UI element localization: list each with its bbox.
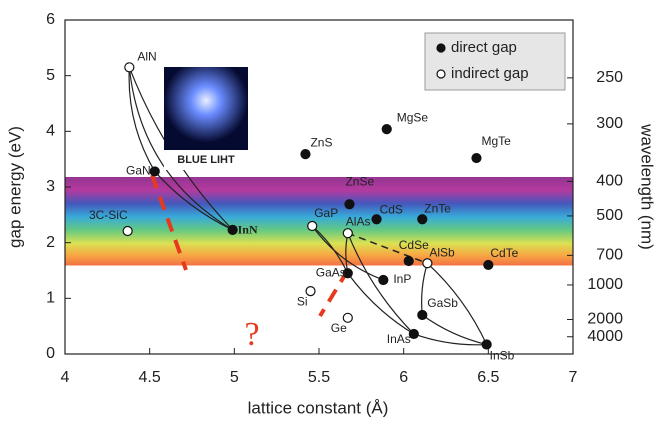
data-point	[381, 124, 392, 135]
legend-marker	[436, 69, 446, 79]
point-label: AlN	[137, 49, 156, 63]
data-point	[124, 62, 135, 73]
alloy-curve	[154, 171, 233, 231]
image-caption: BLUE LIHT	[177, 154, 235, 166]
point-label: CdS	[380, 202, 403, 216]
data-point	[305, 285, 316, 297]
alloy-curve	[347, 272, 415, 335]
point-label: CdSe	[399, 238, 429, 252]
red-guide	[150, 174, 188, 271]
legend-box	[424, 32, 566, 91]
legend-marker	[436, 43, 446, 53]
x-tick-label: 6.5	[477, 369, 499, 386]
data-point	[342, 228, 353, 239]
x-tick-label: 5.5	[308, 369, 330, 386]
point-label: 3C-SiC	[89, 208, 128, 222]
data-point	[422, 258, 433, 269]
alloy-curve	[413, 333, 487, 346]
alloy-curve	[128, 67, 233, 231]
data-point	[300, 149, 311, 160]
data-point	[408, 328, 419, 340]
x-tick-label: 4	[61, 369, 70, 386]
y2-tick-label: 250	[596, 69, 623, 86]
point-label: GaN	[126, 164, 151, 178]
data-point	[378, 274, 389, 286]
data-point	[483, 259, 494, 271]
point-label: ZnS	[310, 135, 332, 149]
point-label: GaP	[314, 206, 338, 220]
data-point	[403, 255, 414, 267]
y2-tick-label: 500	[596, 207, 623, 224]
x-tick-label: 6	[399, 369, 408, 386]
point-label: InSb	[490, 349, 515, 363]
point-label: MgSe	[397, 110, 429, 124]
legend-label: direct gap	[451, 39, 517, 56]
alloy-curve	[426, 262, 488, 345]
point-label: MgTe	[481, 134, 511, 148]
x-tick-label: 7	[569, 369, 578, 386]
point-label: ZnSe	[345, 174, 374, 188]
y-tick-label: 5	[46, 67, 55, 84]
x-axis-label: lattice constant (Å)	[248, 398, 389, 417]
y2-tick-label: 2000	[587, 311, 623, 328]
x-tick-label: 4.5	[139, 369, 161, 386]
point-label: AlAs	[346, 214, 371, 228]
alloy-curve	[311, 225, 384, 281]
y-axis-label: gap energy (eV)	[5, 126, 24, 248]
x-tick-label: 5	[230, 369, 239, 386]
data-point	[417, 214, 428, 225]
data-point	[307, 220, 318, 232]
data-point	[122, 225, 133, 237]
data-point	[417, 309, 428, 321]
data-point	[371, 214, 382, 225]
data-point	[481, 339, 492, 350]
data-point	[342, 312, 353, 323]
y-tick-label: 3	[46, 178, 55, 195]
point-label: Ge	[331, 321, 347, 335]
point-label: ZnTe	[424, 201, 451, 215]
red-guide	[318, 268, 350, 318]
y-tick-label: 4	[46, 123, 55, 140]
point-label: InAs	[387, 332, 411, 346]
alloy-curve	[128, 67, 156, 172]
data-point	[471, 152, 482, 164]
point-label: InP	[393, 272, 411, 286]
alloy-curve	[347, 232, 415, 335]
y-tick-label: 1	[46, 290, 55, 307]
y2-axis-label: wavelength (nm)	[638, 123, 657, 250]
point-label: Si	[297, 294, 308, 308]
spectrum-band	[65, 176, 573, 266]
y2-tick-label: 400	[596, 173, 623, 190]
point-label: CdTe	[490, 246, 518, 260]
annotation: ?	[244, 316, 259, 353]
y-tick-label: 2	[46, 234, 55, 251]
led-image	[164, 67, 248, 151]
data-point	[149, 166, 160, 177]
legend-label: indirect gap	[451, 65, 529, 82]
point-label: InN	[238, 223, 258, 237]
y2-tick-label: 300	[596, 115, 623, 132]
y2-tick-label: 4000	[587, 328, 623, 345]
y2-tick-label: 1000	[587, 276, 623, 293]
caption-bg	[164, 150, 248, 170]
alloy-curve	[347, 232, 428, 264]
y-tick-label: 6	[46, 11, 55, 28]
data-point	[227, 224, 238, 235]
y-tick-label: 0	[46, 345, 55, 362]
data-point	[344, 199, 355, 210]
point-label: GaSb	[427, 296, 458, 310]
alloy-curve	[421, 314, 487, 346]
point-label: AlSb	[429, 245, 455, 259]
y2-tick-label: 700	[596, 247, 623, 264]
data-point	[342, 268, 353, 279]
point-label: GaAs	[316, 265, 346, 279]
